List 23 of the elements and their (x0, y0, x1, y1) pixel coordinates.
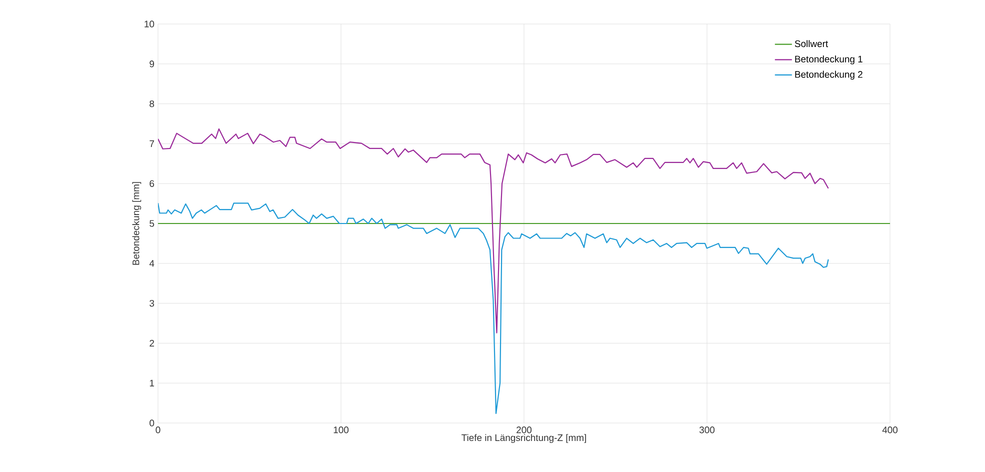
y-tick-label: 4 (149, 260, 154, 267)
line-series (158, 202, 829, 414)
x-tick-label: 200 (516, 426, 532, 434)
y-tick-label: 10 (144, 20, 154, 28)
legend-label: Betondeckung 1 (795, 55, 862, 64)
y-tick-label: 8 (150, 100, 154, 108)
y-tick-label: 7 (150, 140, 154, 147)
x-tick-label: 100 (334, 426, 349, 434)
x-tick-label: 400 (882, 426, 898, 434)
x-axis-title: Tiefe in Längsrichtung-Z [mm] (462, 434, 586, 443)
y-tick-label: 3 (150, 300, 154, 307)
y-tick-label: 1 (150, 380, 154, 386)
y-tick-label: 0 (150, 420, 154, 426)
y-tick-label: 2 (150, 340, 154, 347)
y-tick-label: 6 (150, 180, 154, 187)
legend-label: Betondeckung 2 (795, 70, 862, 80)
x-tick-label: 300 (699, 426, 715, 434)
y-axis-title: Betondeckung [mm] (132, 182, 142, 265)
y-tick-label: 9 (150, 60, 154, 68)
line-series (158, 128, 829, 334)
x-tick-label: 0 (156, 426, 160, 434)
legend-label: Sollwert (794, 40, 828, 48)
y-tick-label: 5 (150, 220, 154, 227)
